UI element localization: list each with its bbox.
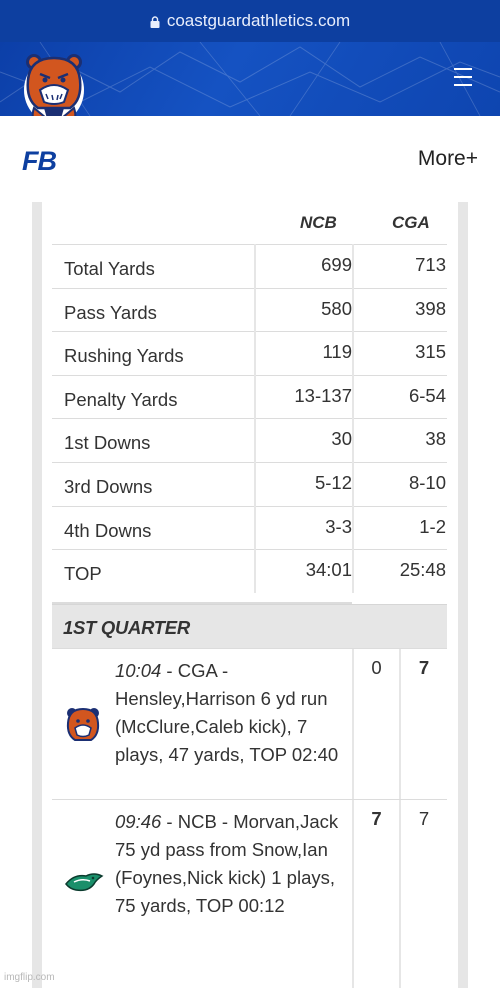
stats-row: 3rd Downs 5-12 8-10 — [52, 461, 447, 506]
stat-label: 4th Downs — [64, 519, 152, 541]
url-text: coastguardathletics.com — [166, 11, 351, 30]
play-text: - NCB - Morvan,Jack 75 yd pass from Snow… — [115, 811, 339, 916]
team1-score: 7 — [371, 808, 382, 829]
team2-score: 7 — [418, 808, 430, 829]
play-description: 10:04 - CGA - Hensley,Harrison 6 yd run … — [115, 657, 347, 769]
stats-row: TOP 34:01 25:48 — [52, 549, 447, 593]
team1-value: 3-3 — [325, 515, 352, 537]
scoring-play-row[interactable]: 10:04 - CGA - Hensley,Harrison 6 yd run … — [52, 648, 447, 799]
team2-value: 6-54 — [408, 384, 446, 406]
watermark: imgflip.com — [4, 972, 55, 983]
team1-value: 119 — [322, 341, 353, 363]
play-description: 09:46 - NCB - Morvan,Jack 75 yd pass fro… — [115, 808, 347, 920]
stats-row: 4th Downs 3-3 1-2 — [52, 505, 447, 550]
column-divider — [352, 244, 354, 593]
column-divider — [352, 649, 354, 799]
stat-label: Pass Yards — [64, 301, 157, 323]
stat-label: Penalty Yards — [64, 388, 178, 410]
team-stats-table: NCB CGA Total Yards 699 713 Pass Yards 5… — [52, 202, 447, 593]
stats-row: 1st Downs 30 38 — [52, 418, 447, 462]
column-divider — [254, 244, 256, 593]
content-frame — [32, 202, 468, 988]
hamburger-menu-icon[interactable] — [454, 68, 472, 88]
team2-value: 713 — [415, 254, 446, 275]
bears-logo[interactable] — [20, 50, 88, 126]
team1-value: 5-12 — [314, 471, 352, 493]
lock-icon — [150, 16, 160, 28]
team2-value: 1-2 — [419, 515, 446, 537]
team2-value: 8-10 — [408, 471, 446, 493]
stats-header-row: NCB CGA — [52, 202, 447, 244]
team2-value: 38 — [425, 428, 446, 450]
team1-score: 0 — [371, 657, 382, 678]
browser-url-bar[interactable]: coastguardathletics.com — [0, 0, 500, 42]
sport-nav-bar: FB More+ — [0, 116, 500, 202]
play-time: 10:04 — [115, 660, 162, 681]
team1-value: 580 — [321, 297, 352, 319]
stat-label: 1st Downs — [64, 432, 151, 454]
stats-row: Rushing Yards 119 315 — [52, 331, 447, 375]
team1-value: 30 — [331, 428, 352, 450]
scoring-play-row[interactable]: 09:46 - NCB - Morvan,Jack 75 yd pass fro… — [52, 799, 447, 988]
team1-value: 699 — [321, 254, 352, 275]
column-divider — [399, 800, 401, 988]
stat-label: Total Yards — [64, 258, 155, 279]
cga-bear-logo — [66, 707, 100, 741]
team2-value: 25:48 — [399, 559, 446, 581]
team2-value: 315 — [415, 341, 446, 363]
stat-label: Rushing Yards — [64, 345, 184, 367]
team1-value: 34:01 — [305, 559, 352, 581]
sport-title[interactable]: FB — [22, 146, 57, 176]
team1-header: NCB — [300, 213, 337, 232]
team2-value: 398 — [415, 297, 446, 319]
ncb-bird-logo — [65, 873, 104, 892]
stats-row: Pass Yards 580 398 — [52, 287, 447, 332]
column-divider — [352, 800, 354, 988]
stats-row: Total Yards 699 713 — [52, 244, 447, 288]
play-time: 09:46 — [115, 811, 162, 832]
stats-row: Penalty Yards 13-137 6-54 — [52, 374, 447, 419]
more-menu-link[interactable]: More+ — [417, 147, 478, 170]
play-text: - CGA - Hensley,Harrison 6 yd run (McClu… — [115, 660, 339, 765]
stat-label: TOP — [64, 563, 102, 585]
team1-value: 13-137 — [294, 384, 352, 406]
column-divider — [399, 649, 401, 799]
section-divider — [52, 602, 352, 604]
stat-label: 3rd Downs — [64, 475, 153, 497]
team2-score: 7 — [418, 657, 430, 678]
quarter-header: 1ST QUARTER — [52, 604, 447, 648]
quarter-title: 1ST QUARTER — [63, 617, 190, 638]
team2-header: CGA — [392, 213, 430, 232]
